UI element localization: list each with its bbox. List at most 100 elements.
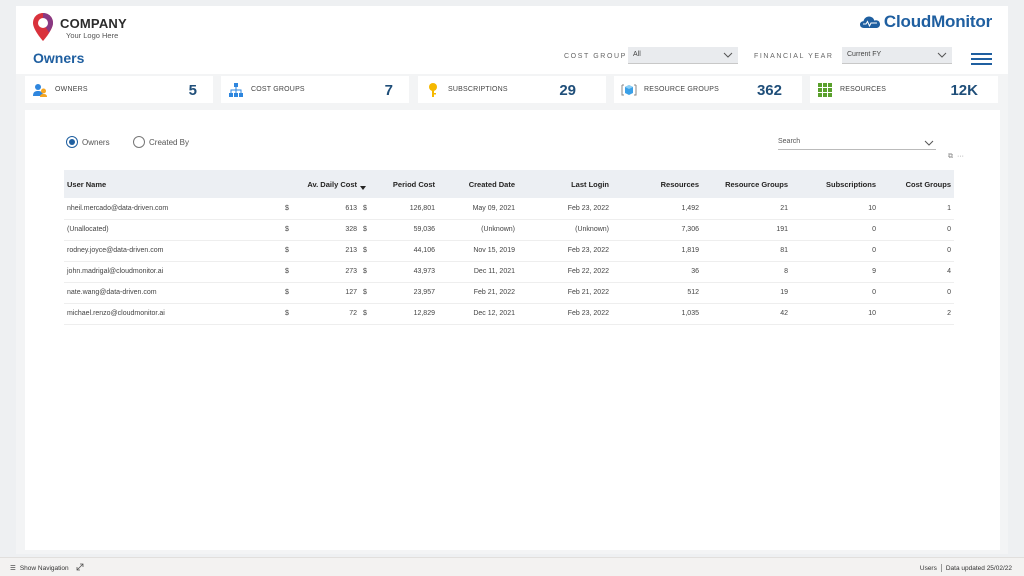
kpi-label: RESOURCE GROUPS (644, 86, 719, 93)
kpi-label: COST GROUPS (251, 86, 305, 93)
currency-symbol: $ (363, 247, 367, 254)
table-row[interactable]: nheil.mercado@data-driven.com $613 $126,80… (64, 198, 954, 220)
data-updated-text: Data updated 25/02/22 (945, 564, 1012, 572)
radio-owners[interactable]: Owners (66, 136, 110, 148)
cell-resource-groups: 191 (702, 219, 791, 241)
cost-group-dropdown[interactable]: All (628, 47, 738, 64)
currency-symbol: $ (363, 289, 367, 296)
radio-label: Created By (149, 137, 190, 147)
currency-symbol: $ (285, 310, 289, 317)
chevron-down-icon (937, 52, 947, 58)
financial-year-label: FINANCIAL YEAR (754, 53, 834, 60)
cell-value: 273 (345, 268, 357, 275)
expand-icon[interactable] (76, 563, 84, 571)
column-header-sorted[interactable]: Period Cost (360, 170, 438, 198)
cell-resource-groups: 81 (702, 240, 791, 262)
currency-symbol: $ (285, 226, 289, 233)
column-header[interactable]: Resource Groups (702, 170, 791, 198)
column-header[interactable]: Created Date (438, 170, 518, 198)
visual-header-icons: ⧉ ··· (948, 153, 964, 161)
cell-period-cost: $12,829 (360, 303, 438, 325)
radio-label: Owners (82, 137, 110, 147)
cell-resources: 1,819 (612, 240, 702, 262)
chevron-down-icon (924, 140, 934, 146)
cell-resource-groups: 42 (702, 303, 791, 325)
cell-subscriptions: 0 (791, 219, 879, 241)
cell-value: 12,829 (413, 310, 435, 317)
currency-symbol: $ (363, 204, 367, 212)
users-link[interactable]: Users (919, 564, 937, 572)
cell-av-daily-cost: $72 (282, 303, 360, 325)
kpi-resource-groups: RESOURCE GROUPS 362 (614, 76, 802, 103)
cell-created-date: Dec 11, 2021 (438, 261, 518, 283)
page-title: Owners (33, 50, 85, 66)
cell-period-cost: $23,957 (360, 282, 438, 304)
copy-icon[interactable]: ⧉ (948, 153, 953, 160)
cell-resources: 1,492 (612, 198, 702, 220)
cell-av-daily-cost: $328 (282, 219, 360, 241)
cell-cost-groups: 4 (879, 261, 954, 283)
cell-last-login: Feb 23, 2022 (518, 303, 612, 325)
financial-year-dropdown[interactable]: Current FY (842, 47, 952, 64)
cell-value: 44,106 (413, 247, 435, 254)
menu-lines-icon: ☰ (10, 565, 16, 572)
cell-resources: 36 (612, 261, 702, 283)
kpi-value: 7 (384, 82, 393, 99)
kpi-value: 12K (950, 82, 978, 99)
column-header[interactable]: Subscriptions (791, 170, 879, 198)
cell-value: 43,973 (413, 268, 435, 275)
kpi-value: 29 (559, 82, 576, 99)
radio-created-by[interactable]: Created By (133, 136, 189, 148)
cell-period-cost: $59,036 (360, 219, 438, 241)
cell-value: 127 (345, 289, 357, 296)
cell-value: 59,036 (413, 226, 435, 233)
cell-value: 126,801 (409, 204, 435, 212)
table-row[interactable]: michael.renzo@cloudmonitor.ai $72 $12,829 D… (64, 303, 954, 325)
table-row[interactable]: rodney.joyce@data-driven.com $213 $44,106 N… (64, 240, 954, 262)
cell-resources: 7,306 (612, 219, 702, 241)
report-header: COMPANY Your Logo Here Owners CloudMonit… (16, 6, 1008, 74)
cell-last-login: (Unknown) (518, 219, 612, 241)
resources-grid-icon (818, 83, 832, 97)
column-header[interactable]: Cost Groups (879, 170, 954, 198)
table-row[interactable]: john.madrigal@cloudmonitor.ai $273 $43,973… (64, 261, 954, 283)
cell-cost-groups: 0 (879, 282, 954, 304)
column-header[interactable]: User Name (64, 170, 282, 198)
table-row[interactable]: nate.wang@data-driven.com $127 $23,957 Feb … (64, 282, 954, 304)
cell-subscriptions: 0 (791, 240, 879, 262)
column-header[interactable]: Last Login (518, 170, 612, 198)
cell-value: 23,957 (413, 289, 435, 296)
cell-av-daily-cost: $127 (282, 282, 360, 304)
brand-name: CloudMonitor (883, 12, 992, 31)
cell-last-login: Feb 23, 2022 (518, 198, 612, 220)
cell-created-date: May 09, 2021 (438, 198, 518, 220)
cell-subscriptions: 9 (791, 261, 879, 283)
menu-icon[interactable] (971, 53, 992, 65)
column-header[interactable]: Resources (612, 170, 702, 198)
logo-tagline: Your Logo Here (66, 31, 119, 40)
separator (940, 564, 942, 572)
sort-descending-icon (360, 186, 366, 190)
cell-created-date: Feb 21, 2022 (438, 282, 518, 304)
cell-user-name: (Unallocated) (64, 219, 282, 241)
cell-subscriptions: 0 (791, 282, 879, 304)
cell-resources: 512 (612, 282, 702, 304)
cell-resource-groups: 21 (702, 198, 791, 220)
search-dropdown[interactable]: Search (778, 138, 936, 150)
show-navigation-button[interactable]: ☰ Show Navigation (10, 564, 69, 573)
company-name: COMPANY (60, 16, 127, 31)
kpi-cost-groups: COST GROUPS 7 (221, 76, 409, 103)
table-row[interactable]: (Unallocated) $328 $59,036 (Unknown) (Unknow… (64, 219, 954, 241)
cell-user-name: rodney.joyce@data-driven.com (64, 240, 282, 262)
cell-period-cost: $43,973 (360, 261, 438, 283)
column-header[interactable]: Av. Daily Cost (282, 170, 360, 198)
owners-icon (33, 84, 47, 97)
kpi-value: 5 (188, 82, 197, 99)
cell-created-date: Nov 15, 2019 (438, 240, 518, 262)
more-options-icon[interactable]: ··· (957, 153, 964, 160)
cell-user-name: john.madrigal@cloudmonitor.ai (64, 261, 282, 283)
status-bar: ☰ Show Navigation Users Data updated 25/… (0, 557, 1024, 576)
kpi-resources: RESOURCES 12K (810, 76, 998, 103)
cell-cost-groups: 0 (879, 219, 954, 241)
kpi-label: OWNERS (55, 86, 88, 93)
